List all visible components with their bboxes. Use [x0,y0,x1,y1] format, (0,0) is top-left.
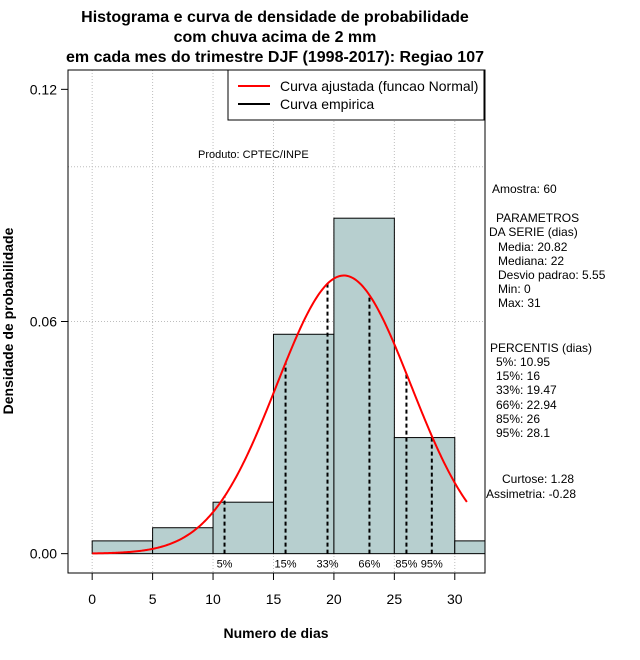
histogram-bar-6 [454,540,486,555]
legend: Curva ajustada (funcao Normal) Curva emp… [227,69,485,121]
histogram-bar-2 [212,501,274,555]
y-axis: 0.00 0.06 0.12 [30,81,69,562]
y-tick-label-0: 0.00 [30,546,57,562]
y-tick-label-2: 0.12 [30,81,57,97]
percentile-66: 66%: 22.94 [496,398,557,412]
percentile-labels: 5% 15% 33% 66% 85% 95% [217,559,443,571]
legend-box [227,69,485,121]
gridlines [68,70,485,573]
chart-title-line-2: com chuva acima de 2 mm [174,29,377,46]
percentile-label-0: 5% [217,559,233,571]
parameters-title-line-1: PARAMETROS [496,211,579,225]
x-tick-label-3: 15 [266,591,282,607]
parameters-title-line-2: DA SERIE (dias) [489,225,578,239]
chart-title-line-1: Histograma e curva de densidade de proba… [81,9,469,26]
chart-title-line-3: em cada mes do trimestre DJF (1998-2017)… [66,49,484,66]
normal-fit-curve [92,274,468,555]
x-tick-label-2: 10 [205,591,221,607]
side-panel: Amostra: 60 PARAMETROS DA SERIE (dias) M… [486,182,606,501]
histogram-bar-5 [393,437,456,555]
percentiles-title: PERCENTIS (dias) [490,341,592,355]
x-tick-label-4: 20 [326,591,342,607]
skewness: Assimetria: -0.28 [486,487,576,501]
histogram-bar-1 [152,527,214,555]
x-axis: 0 5 10 15 20 25 30 [88,572,463,607]
x-tick-label-1: 5 [149,591,157,607]
percentile-lines [223,283,433,554]
percentile-85: 85%: 26 [496,412,540,426]
percentile-33: 33%: 19.47 [496,383,557,397]
x-tick-label-5: 25 [387,591,403,607]
param-mean: Media: 20.82 [498,240,568,254]
y-tick-label-1: 0.06 [30,314,57,330]
legend-label-normal: Curva ajustada (funcao Normal) [280,78,478,94]
param-median: Mediana: 22 [498,254,564,268]
percentile-label-2: 33% [316,559,338,571]
percentile-5: 5%: 10.95 [496,355,550,369]
percentile-label-4: 85% [395,559,417,571]
x-tick-label-6: 30 [447,591,463,607]
param-max: Max: 31 [498,296,541,310]
histogram-bars [91,217,486,555]
legend-label-empirical: Curva empirica [280,96,374,112]
histogram-bar-4 [333,217,395,555]
percentile-15: 15%: 16 [496,369,540,383]
product-annotation: Produto: CPTEC/INPE [198,149,309,161]
param-min: Min: 0 [498,282,531,296]
percentile-label-5: 95% [421,559,443,571]
y-axis-title: Densidade de probabilidade [0,227,16,414]
x-axis-title: Numero de dias [223,625,328,641]
percentile-label-1: 15% [275,559,297,571]
histogram-bar-3 [272,333,335,555]
percentile-label-3: 66% [358,559,380,571]
sample-size: Amostra: 60 [492,182,557,196]
x-tick-label-0: 0 [88,591,96,607]
param-sd: Desvio padrao: 5.55 [498,268,606,282]
kurtosis: Curtose: 1.28 [502,472,574,486]
percentile-95: 95%: 28.1 [496,426,550,440]
